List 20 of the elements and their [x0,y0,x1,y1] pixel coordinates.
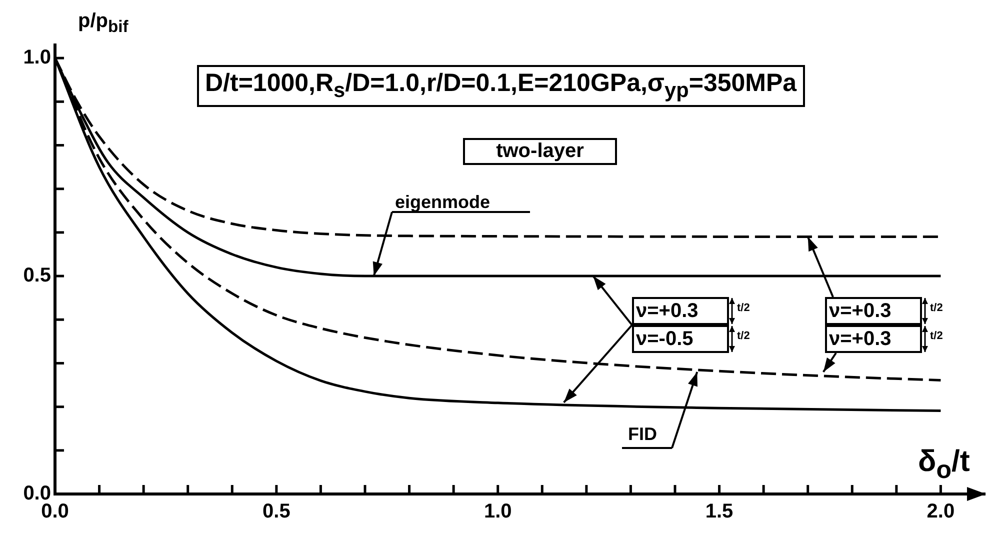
annotation: ν=+0.3 [825,297,922,325]
annotation: ν=+0.3 [632,297,729,325]
annotation: t/2 [737,330,750,342]
x-tick-label: 0.5 [262,500,290,523]
annotation: FID [628,424,657,445]
x-tick-label: 2.0 [926,500,955,523]
text: two-layer [463,138,617,165]
annotation: ν=+0.3 [825,325,922,353]
y-tick-label: 0.5 [23,264,51,287]
x-tick-label: 1.0 [484,500,512,523]
y-axis-title: p/p$_{bif}$ [78,10,128,37]
annotation: t/2 [930,330,943,342]
annotation: t/2 [930,302,943,314]
x-tick-label: 1.5 [705,500,734,523]
annotation: ν=-0.5 [632,325,729,353]
text: D/t=1000,R$_{s}$/D=1.0,r/D=0.1,E=210GPa,σ$_{yp}$=350MPa [197,65,805,107]
y-tick-label: 1.0 [23,46,51,69]
annotation: t/2 [737,302,750,314]
annotation: eigenmode [395,192,490,213]
x-axis-title: δ$_{o}$/t [918,445,970,485]
